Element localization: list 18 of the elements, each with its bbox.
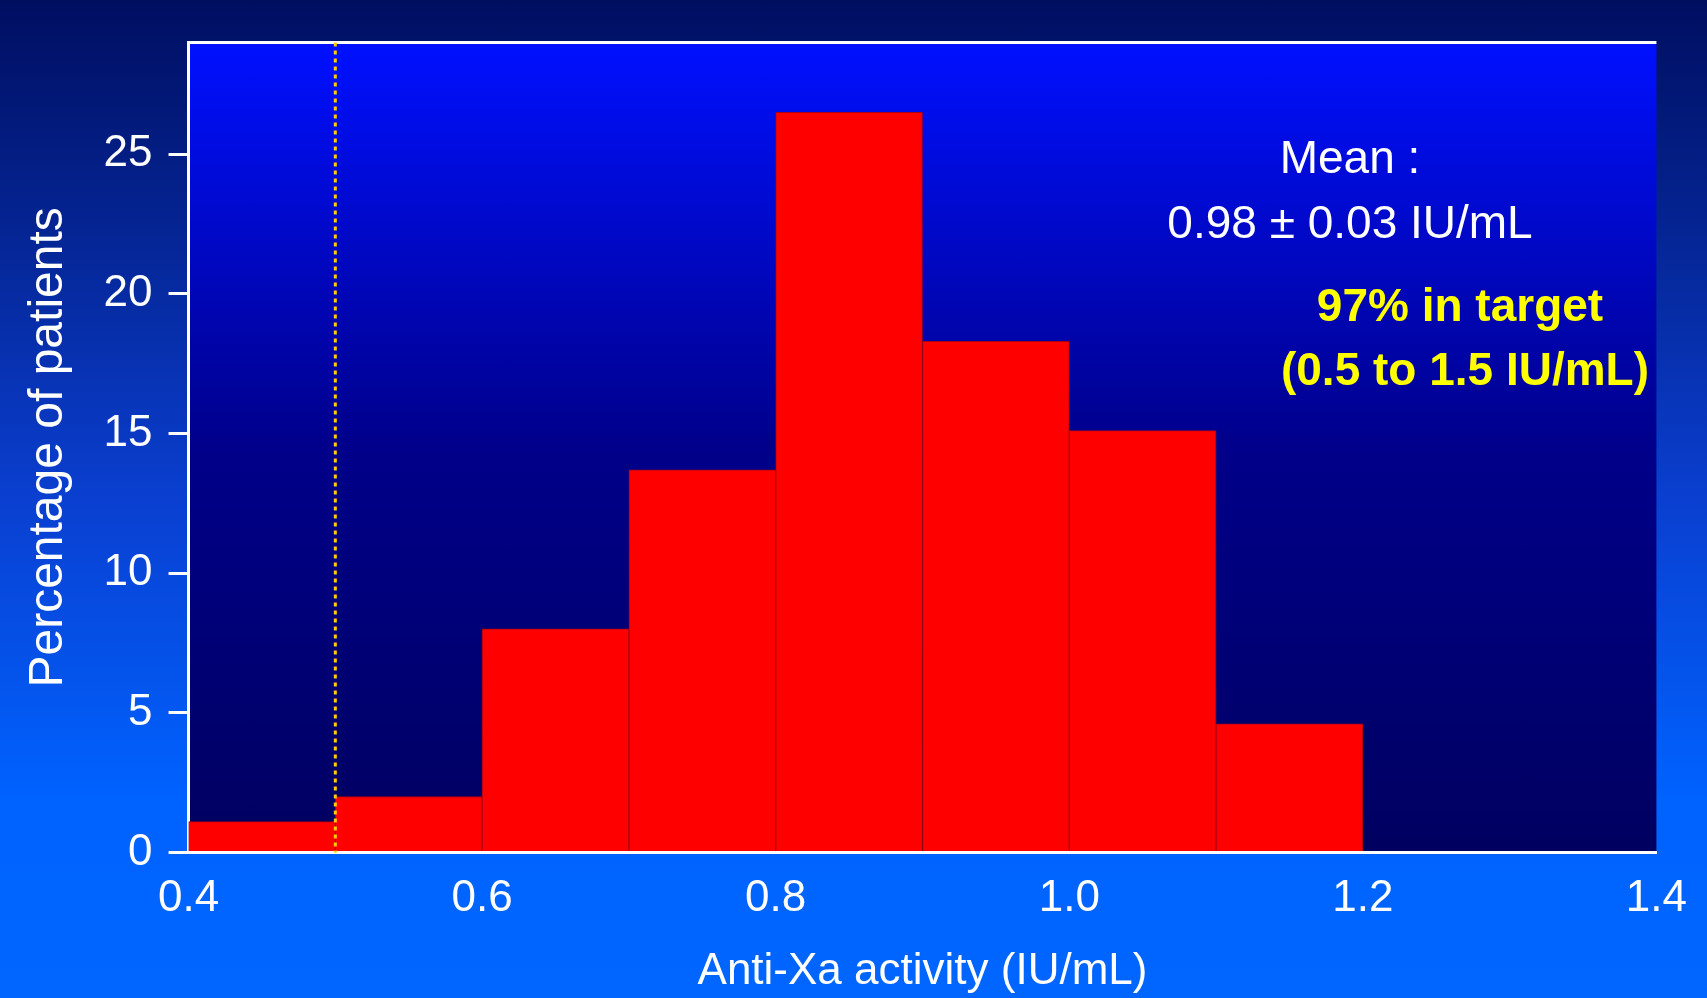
y-tick-label: 10	[103, 545, 153, 595]
x-tick-label: 0.6	[451, 870, 513, 920]
y-tick-label: 15	[103, 405, 153, 455]
y-tick-label: 20	[103, 265, 153, 315]
annotation: 97% in target	[1316, 278, 1604, 331]
x-tick-label: 1.4	[1625, 870, 1687, 920]
x-tick-label: 1.2	[1332, 870, 1394, 920]
x-tick-label: 0.8	[745, 870, 807, 920]
annotation: (0.5 to 1.5 IU/mL)	[1280, 342, 1650, 395]
y-tick-label: 25	[103, 126, 153, 176]
y-tick-label: 5	[128, 684, 153, 734]
annotation: 0.98 ± 0.03 IU/mL	[1167, 195, 1533, 248]
y-axis-title: Percentage of patients	[19, 207, 73, 688]
x-tick-label: 1.0	[1038, 870, 1100, 920]
x-tick-label: 0.4	[157, 870, 220, 920]
annotation: Mean :	[1279, 130, 1421, 183]
y-tick-label: 0	[128, 824, 153, 874]
x-axis-title: Anti-Xa activity (IU/mL)	[697, 943, 1148, 993]
